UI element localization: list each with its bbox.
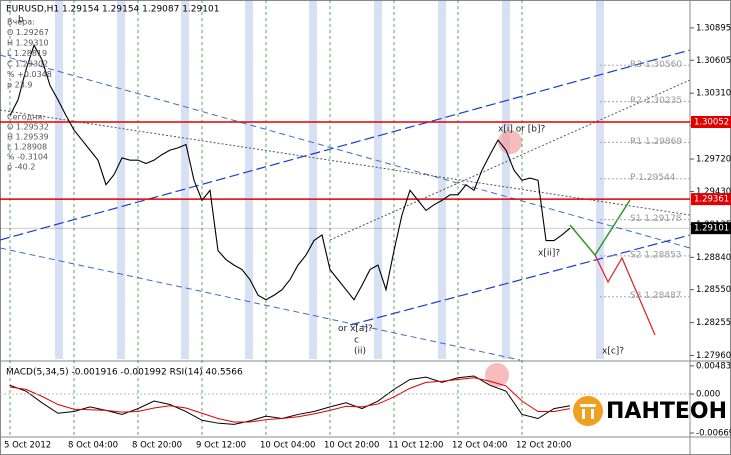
indicator-line	[9, 377, 571, 423]
info-text: % +0.0348	[7, 70, 52, 79]
x-tick-label: 10 Oct 04:00	[260, 441, 315, 451]
x-tick-label: 9 Oct 12:00	[196, 441, 246, 451]
annotation: x[ii]?	[538, 248, 560, 258]
y-tick-label: -0.00669	[696, 429, 731, 439]
x-tick-label: 10 Oct 20:00	[324, 441, 379, 451]
pivot-label: P 1.29544	[630, 173, 676, 183]
y-tick-label: 1.28840	[696, 253, 731, 263]
pivot-label: S2 1.28853	[630, 250, 682, 260]
chart-title: EURUSD,H1 1.29154 1.29154 1.29087 1.2910…	[6, 5, 219, 15]
info-text: Вчера:	[7, 18, 35, 27]
info-text: L 1.28819	[7, 49, 47, 58]
level-label: 1.30052	[694, 117, 729, 127]
annotation: (ii)	[354, 347, 366, 357]
logo-text: ПАНТЕОН	[606, 399, 727, 424]
logo: ПАНТЕОН	[573, 396, 727, 426]
info-text: % -0.3104	[7, 153, 48, 162]
x-tick-label: 8 Oct 04:00	[68, 441, 118, 451]
y-tick-label: 1.30310	[696, 89, 731, 99]
x-tick-label: 8 Oct 20:00	[132, 441, 182, 451]
level-label: 1.29361	[694, 195, 729, 205]
info-text: H 1.29539	[7, 133, 49, 142]
pivot-label: S1 1.29178	[630, 214, 682, 224]
pivot-label: R2 1.30235	[630, 96, 682, 106]
y-tick-label: 1.27960	[696, 351, 731, 361]
info-text: O 1.29532	[7, 123, 49, 132]
info-text: Сегодня:	[7, 113, 45, 122]
y-tick-label: 1.28550	[696, 285, 731, 295]
x-tick-label: 12 Oct 04:00	[452, 441, 507, 451]
annotation: c	[354, 335, 359, 345]
annotation: x[c]?	[602, 347, 624, 357]
y-tick-label: 1.30605	[696, 56, 731, 66]
x-tick-label: 11 Oct 12:00	[388, 441, 443, 451]
pivot-label: S3 1.28487	[630, 291, 682, 301]
price-line	[9, 43, 571, 301]
pivot-label: R3 1.30560	[630, 60, 682, 70]
x-tick-label: 5 Oct 2012	[4, 441, 51, 451]
pivot-label: R1 1.29869	[630, 137, 682, 147]
info-text: p 23.9	[7, 81, 32, 90]
info-text: H 1.29310	[7, 39, 49, 48]
y-tick-label: 0.00483	[696, 361, 731, 371]
x-tick-label: 12 Oct 20:00	[516, 441, 571, 451]
annotation: b	[18, 15, 24, 25]
indicator-title: MACD(5,34,5) -0.001916 -0.001992 RSI(14)…	[6, 368, 243, 378]
session-bands	[55, 1, 604, 359]
info-text: O 1.29267	[7, 28, 49, 37]
y-tick-label: 1.30895	[696, 23, 731, 33]
info-text: L 1.28908	[7, 143, 47, 152]
y-tick-label: 1.29430	[696, 187, 731, 197]
level-tag	[691, 222, 731, 235]
level-tag	[691, 115, 731, 128]
annotation: x[i] or [b]?	[498, 124, 546, 134]
info-text: p -40.2	[7, 163, 35, 172]
y-tick-label: 1.29720	[696, 155, 731, 165]
y-tick-label: 0.000	[696, 390, 720, 400]
level-tag	[691, 193, 731, 206]
info-text: C 1.29302	[7, 60, 48, 69]
y-tick-label: 1.28255	[696, 318, 731, 328]
annotation: or x[a]?	[338, 324, 373, 334]
level-label: 1.29101	[694, 224, 729, 234]
